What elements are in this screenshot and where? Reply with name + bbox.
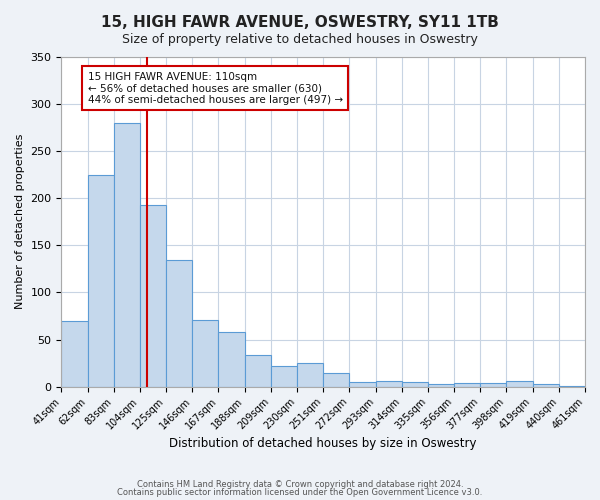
- Bar: [271, 366, 297, 386]
- Bar: [349, 382, 376, 386]
- Bar: [480, 383, 506, 386]
- Bar: [88, 176, 114, 386]
- Bar: [533, 384, 559, 386]
- Bar: [245, 354, 271, 386]
- X-axis label: Distribution of detached houses by size in Oswestry: Distribution of detached houses by size …: [169, 437, 477, 450]
- Bar: [193, 320, 218, 386]
- Text: Contains HM Land Registry data © Crown copyright and database right 2024.: Contains HM Land Registry data © Crown c…: [137, 480, 463, 489]
- Bar: [323, 372, 349, 386]
- Bar: [376, 381, 402, 386]
- Text: Contains public sector information licensed under the Open Government Licence v3: Contains public sector information licen…: [118, 488, 482, 497]
- Bar: [428, 384, 454, 386]
- Bar: [454, 383, 480, 386]
- Bar: [114, 124, 140, 386]
- Bar: [166, 260, 193, 386]
- Bar: [506, 381, 533, 386]
- Bar: [61, 320, 88, 386]
- Text: 15, HIGH FAWR AVENUE, OSWESTRY, SY11 1TB: 15, HIGH FAWR AVENUE, OSWESTRY, SY11 1TB: [101, 15, 499, 30]
- Bar: [140, 204, 166, 386]
- Text: 15 HIGH FAWR AVENUE: 110sqm
← 56% of detached houses are smaller (630)
44% of se: 15 HIGH FAWR AVENUE: 110sqm ← 56% of det…: [88, 72, 343, 105]
- Y-axis label: Number of detached properties: Number of detached properties: [15, 134, 25, 310]
- Bar: [297, 363, 323, 386]
- Text: Size of property relative to detached houses in Oswestry: Size of property relative to detached ho…: [122, 32, 478, 46]
- Bar: [402, 382, 428, 386]
- Bar: [218, 332, 245, 386]
